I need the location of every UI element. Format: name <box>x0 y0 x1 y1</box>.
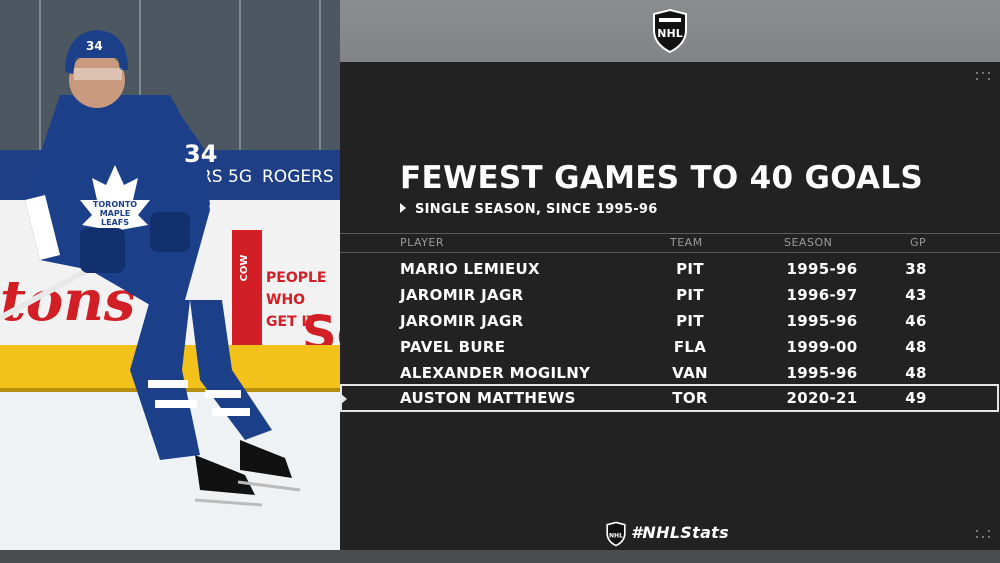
row-team: FLA <box>673 338 707 356</box>
row-gp: 38 <box>905 260 927 278</box>
row-player: AUSTON MATTHEWS <box>400 389 576 407</box>
row-season: 1999-00 <box>786 338 858 356</box>
nhl-shield-logo: NHL <box>653 8 687 54</box>
player-photo: RS 5G ROGERS 5G tons COW PEOPLE WHO GET … <box>0 0 340 550</box>
row-player: ALEXANDER MOGILNY <box>400 364 591 382</box>
subtitle-text: SINGLE SEASON, SINCE 1995-96 <box>415 202 658 217</box>
header-bottom-divider <box>340 252 1000 253</box>
graphic-subtitle: SINGLE SEASON, SINCE 1995-96 <box>400 202 658 217</box>
board-text-rogers-2: ROGERS 5G <box>262 167 340 187</box>
crest-text-maple: MAPLE <box>100 209 131 218</box>
row-season: 2020-21 <box>786 389 858 407</box>
stats-panel <box>340 62 1000 550</box>
row-season: 1996-97 <box>786 286 858 304</box>
row-gp: 49 <box>905 389 927 407</box>
board-text-people: PEOPLE <box>266 270 326 286</box>
highlight-arrow-icon <box>340 393 347 405</box>
board-text-rogers-1: RS 5G <box>200 167 252 187</box>
board-text-getit: GET IT <box>266 314 317 330</box>
sleeve-number: 34 <box>184 140 217 168</box>
row-season: 1995-96 <box>786 364 858 382</box>
graphic-title: FEWEST GAMES TO 40 GOALS <box>400 160 924 196</box>
helmet-number: 34 <box>86 39 103 53</box>
corner-dots-bottom <box>976 530 990 540</box>
header-season: SEASON <box>784 236 833 249</box>
table-row: JAROMIR JAGR PIT 1996-97 43 <box>340 282 1000 308</box>
row-gp: 43 <box>905 286 927 304</box>
footer-hashtag: NHL #NHLStats <box>605 521 729 547</box>
player-photo-illustration: RS 5G ROGERS 5G tons COW PEOPLE WHO GET … <box>0 0 340 550</box>
row-team: PIT <box>676 312 704 330</box>
table-row: JAROMIR JAGR PIT 1995-96 46 <box>340 308 1000 334</box>
row-team: PIT <box>676 260 704 278</box>
row-team: PIT <box>676 286 704 304</box>
row-player: MARIO LEMIEUX <box>400 260 540 278</box>
subtitle-arrow-icon <box>400 203 406 213</box>
row-player: JAROMIR JAGR <box>400 286 524 304</box>
row-season: 1995-96 <box>786 312 858 330</box>
table-row: ALEXANDER MOGILNY VAN 1995-96 48 <box>340 360 1000 386</box>
nhl-logo-text: NHL <box>657 27 682 40</box>
corner-dots-top <box>976 72 990 82</box>
row-season: 1995-96 <box>786 260 858 278</box>
header-top-divider <box>340 233 1000 234</box>
crest-text-toronto: TORONTO <box>93 200 137 209</box>
hashtag-text: #NHLStats <box>631 523 729 542</box>
board-text-who: WHO <box>266 292 305 308</box>
nhl-small-logo-text: NHL <box>609 532 623 539</box>
row-player: JAROMIR JAGR <box>400 312 524 330</box>
table-row: PAVEL BURE FLA 1999-00 48 <box>340 334 1000 360</box>
header-player: PLAYER <box>400 236 444 249</box>
table-row: MARIO LEMIEUX PIT 1995-96 38 <box>340 256 1000 282</box>
board-logo-text: COW <box>239 255 250 282</box>
row-gp: 46 <box>905 312 927 330</box>
nhl-shield-small-logo: NHL <box>606 521 626 547</box>
header-team: TEAM <box>670 236 703 249</box>
row-player: PAVEL BURE <box>400 338 506 356</box>
row-team: TOR <box>672 389 708 407</box>
row-gp: 48 <box>905 338 927 356</box>
table-row-highlighted: AUSTON MATTHEWS TOR 2020-21 49 <box>340 384 999 412</box>
header-gp: GP <box>910 236 927 249</box>
row-gp: 48 <box>905 364 927 382</box>
crest-text-leafs: LEAFS <box>101 218 129 227</box>
row-team: VAN <box>672 364 708 382</box>
